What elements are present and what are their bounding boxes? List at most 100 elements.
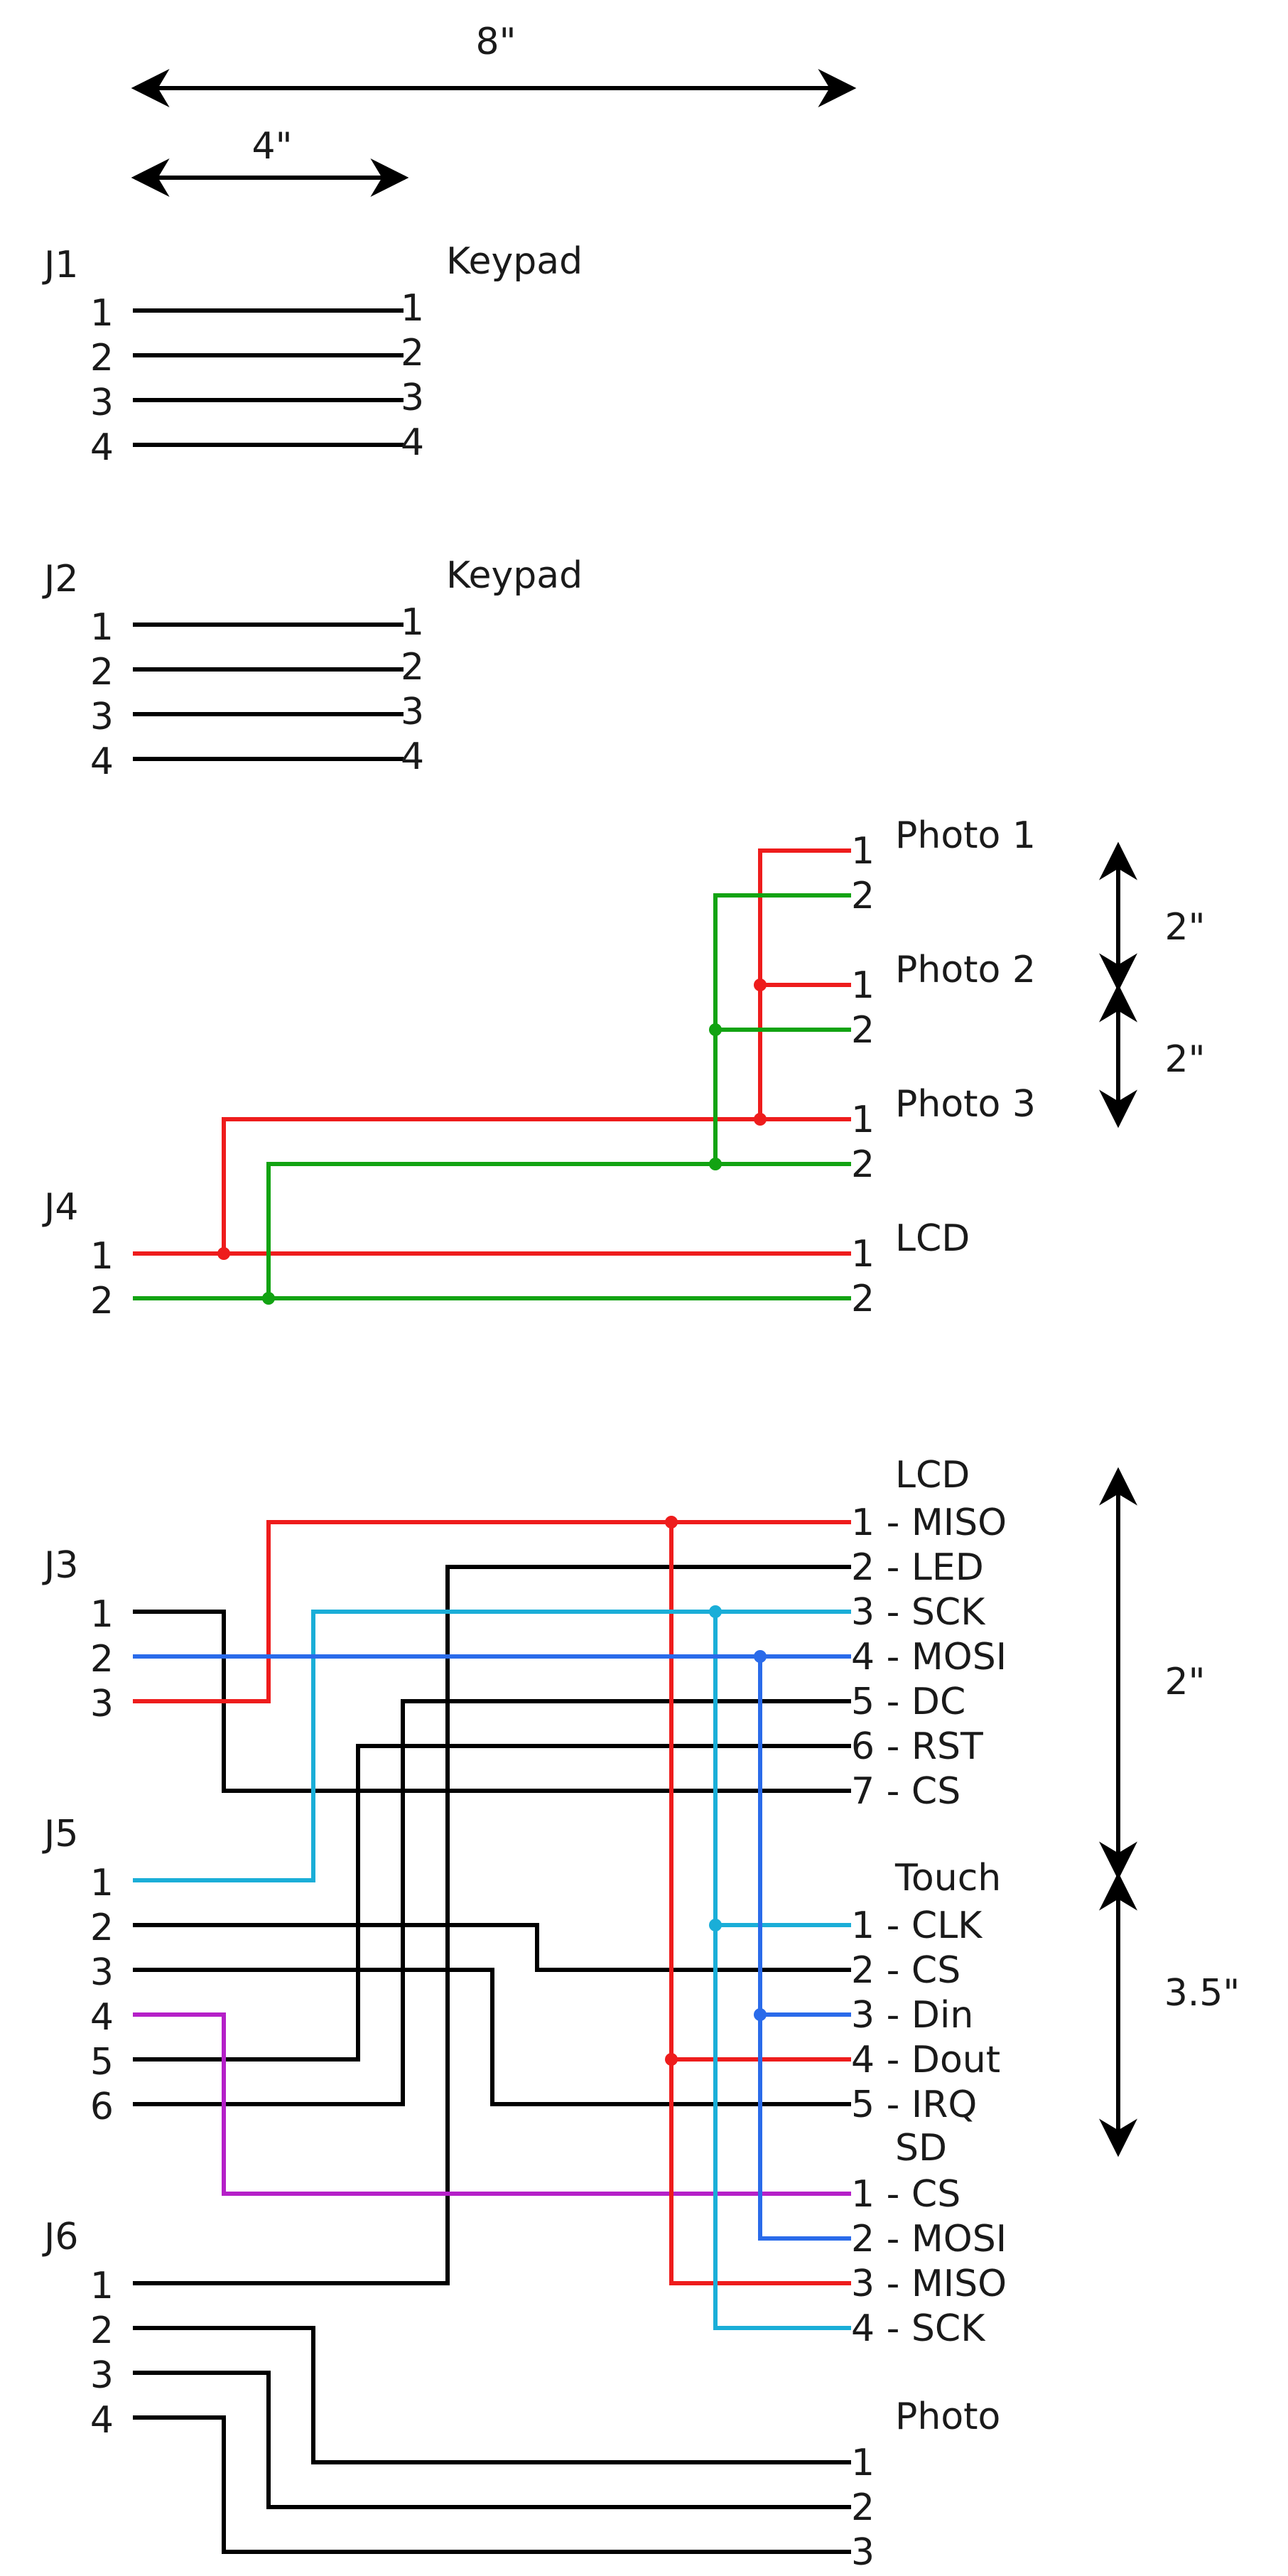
wire-j5-1-lcd-sck xyxy=(133,1610,851,1882)
lcd-power-pin-1: 1 xyxy=(851,1233,875,1276)
photo-spacing-label-1: 2" xyxy=(1164,906,1205,949)
j4-wire-2-photo1 xyxy=(713,893,851,1166)
junction-dot xyxy=(709,1023,722,1036)
wire-j5-6-lcd-dc xyxy=(133,1699,851,2106)
wire-sck-bus xyxy=(713,1610,851,2330)
photo2-pin-2: 2 xyxy=(851,1009,875,1052)
j1-pin-4: 4 xyxy=(90,426,114,469)
photo1-pin-2: 2 xyxy=(851,875,875,917)
photo-pin-2: 2 xyxy=(851,2486,875,2529)
wire-mosi-bus xyxy=(758,1654,851,2241)
touch-pin-5: 5 - IRQ xyxy=(851,2084,977,2126)
photo-pin-1: 1 xyxy=(851,2442,875,2484)
photo-pin-3: 3 xyxy=(851,2531,875,2574)
junction-dot xyxy=(754,2008,767,2021)
keypad1-pin-4: 4 xyxy=(401,421,424,464)
sd-pin-1: 1 - CS xyxy=(851,2173,960,2216)
touch-pin-2: 2 - CS xyxy=(851,1949,960,1992)
touch-span-label: 3.5" xyxy=(1164,1972,1240,2015)
sd-pin-4: 4 - SCK xyxy=(851,2307,986,2350)
keypad2-pin-1: 1 xyxy=(401,601,424,644)
j1-keypad-label: Keypad xyxy=(446,240,583,283)
lcd-label: LCD xyxy=(895,1454,970,1497)
j4-wire-2-photo3 xyxy=(266,1162,851,1300)
junction-dot xyxy=(754,1650,767,1663)
photo3-label: Photo 3 xyxy=(895,1083,1036,1126)
j4-label: J4 xyxy=(42,1186,78,1229)
wire-j6-4-photo-3 xyxy=(133,2415,851,2554)
lcd-pin-2: 2 - LED xyxy=(851,1546,984,1589)
touch-label: Touch xyxy=(894,1857,1001,1899)
photo-label: Photo xyxy=(895,2396,1000,2438)
keypad2-pin-4: 4 xyxy=(401,735,424,778)
wire-j6-2-photo-1 xyxy=(133,2326,851,2464)
j2-label: J2 xyxy=(42,558,78,600)
junction-dot xyxy=(217,1247,230,1260)
junction-dot xyxy=(665,2053,678,2066)
j5-pin-6: 6 xyxy=(90,2086,114,2128)
junction-dot xyxy=(709,1605,722,1618)
keypad1-pin-2: 2 xyxy=(401,332,424,374)
wire-j5-4-sd-cs xyxy=(133,2012,851,2196)
dimension-8in-label: 8" xyxy=(475,21,516,63)
j5-pin-4: 4 xyxy=(90,1996,114,2039)
wire-miso-bus xyxy=(669,1520,851,2285)
photo-spacing-label-2: 2" xyxy=(1164,1038,1205,1081)
sd-pin-3: 3 - MISO xyxy=(851,2263,1007,2305)
sd-label: SD xyxy=(895,2127,947,2170)
j1-label: J1 xyxy=(42,244,78,286)
j1-pin-1: 1 xyxy=(90,292,114,335)
j6-label: J6 xyxy=(42,2216,78,2258)
j5-pin-5: 5 xyxy=(90,2041,114,2084)
lcd-pin-1: 1 - MISO xyxy=(851,1502,1007,1544)
j2-pin-4: 4 xyxy=(90,740,114,783)
wire-j5-2-touch-cs xyxy=(133,1923,851,1972)
keypad2-pin-3: 3 xyxy=(401,691,424,733)
keypad1-pin-3: 3 xyxy=(401,377,424,419)
lcd-power-pin-2: 2 xyxy=(851,1278,875,1320)
photo2-pin-1: 1 xyxy=(851,964,875,1007)
j4-photo-group: J4 1 2 1 2 1 2 1 2 1 2 Photo 1 Photo 2 P… xyxy=(42,814,1036,1322)
lcd-pin-3: 3 - SCK xyxy=(851,1591,986,1634)
j6-pin-2: 2 xyxy=(90,2310,114,2352)
wire-j5-5-lcd-rst xyxy=(133,1744,851,2062)
j6-pin-1: 1 xyxy=(90,2265,114,2307)
j3-pin-3: 3 xyxy=(90,1683,114,1725)
lcd-power-label: LCD xyxy=(895,1217,970,1260)
j5-pin-1: 1 xyxy=(90,1862,114,1904)
j6-pin-3: 3 xyxy=(90,2354,114,2397)
j4-pin-2: 2 xyxy=(90,1280,114,1322)
junction-dot xyxy=(709,1158,722,1170)
spi-harness-group: J3 1 2 3 J5 1 2 3 4 5 6 J6 1 2 3 4 LCD 1… xyxy=(42,1454,1007,2574)
j3-pin-1: 1 xyxy=(90,1593,114,1636)
keypad2-pin-2: 2 xyxy=(401,646,424,689)
j2-keypad-group: J2 Keypad 1 2 3 4 1 2 3 4 xyxy=(42,554,583,783)
sd-pin-2: 2 - MOSI xyxy=(851,2218,1007,2260)
junction-dot xyxy=(754,979,767,991)
wire-j5-3-touch-irq xyxy=(133,1968,851,2106)
photo3-pin-2: 2 xyxy=(851,1143,875,1186)
junction-dot xyxy=(754,1113,767,1126)
j5-pin-3: 3 xyxy=(90,1951,114,1994)
touch-pin-1: 1 - CLK xyxy=(851,1904,983,1947)
wire-j6-3-photo-2 xyxy=(133,2371,851,2509)
j2-pin-1: 1 xyxy=(90,606,114,649)
j1-pin-2: 2 xyxy=(90,337,114,379)
photo1-pin-1: 1 xyxy=(851,830,875,873)
keypad1-pin-1: 1 xyxy=(401,287,424,330)
touch-pin-3: 3 - Din xyxy=(851,1994,973,2037)
wire-j3-3-lcd-miso xyxy=(133,1520,851,1703)
junction-dot xyxy=(262,1292,275,1305)
j4-pin-1: 1 xyxy=(90,1235,114,1278)
photo3-pin-1: 1 xyxy=(851,1099,875,1141)
dimension-4in: 4" xyxy=(131,125,409,197)
j3-label: J3 xyxy=(42,1544,78,1587)
dimension-lcd-touch: 2" 3.5" xyxy=(1099,1467,1240,2157)
lcd-pin-7: 7 - CS xyxy=(851,1770,960,1813)
j2-keypad-label: Keypad xyxy=(446,554,583,597)
j2-pin-3: 3 xyxy=(90,696,114,738)
j3-pin-2: 2 xyxy=(90,1638,114,1681)
dimension-photo-spacing: 2" 2" xyxy=(1099,841,1206,1128)
photo2-label: Photo 2 xyxy=(895,949,1036,991)
